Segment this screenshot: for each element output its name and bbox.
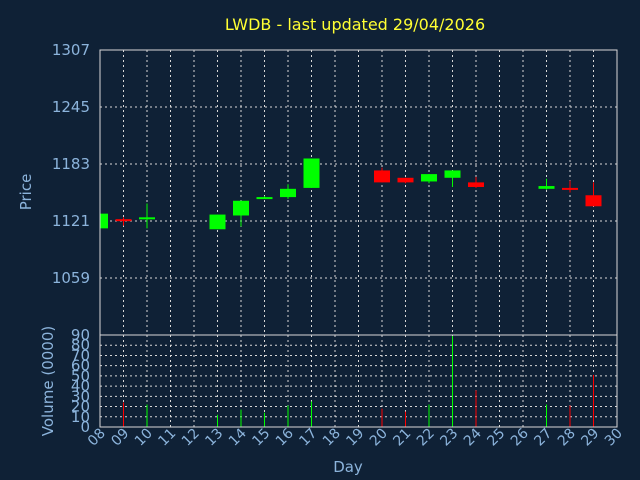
candle-body <box>303 158 320 188</box>
price-grid <box>100 50 617 335</box>
price-axis-label: Price <box>17 174 35 211</box>
volume-tick-label: 50 <box>71 367 90 385</box>
candle-body <box>468 182 484 187</box>
day-tick-label: 29 <box>578 426 602 450</box>
candle-body <box>209 214 226 230</box>
day-tick-label: 17 <box>296 426 320 450</box>
day-tick-label: 11 <box>155 426 179 450</box>
volume-tick-label: 70 <box>71 346 90 364</box>
day-tick-label: 26 <box>508 425 532 449</box>
candles <box>99 158 602 230</box>
day-tick-label: 16 <box>273 425 297 449</box>
day-tick-label: 21 <box>390 426 414 450</box>
volume-tick-label: 40 <box>71 377 90 395</box>
candle-body <box>280 188 296 198</box>
day-tick-label: 25 <box>484 426 508 450</box>
candle-body <box>256 197 273 200</box>
candle-body <box>115 219 132 222</box>
candle-body <box>374 170 390 183</box>
price-tick-label: 1183 <box>52 155 90 173</box>
price-ticks: 1307 1245 1183 1121 1059 <box>52 41 90 287</box>
price-tick-label: 1307 <box>52 41 90 59</box>
day-tick-label: 12 <box>179 426 203 450</box>
day-tick-label: 27 <box>531 426 555 450</box>
candle-body <box>538 186 555 189</box>
price-tick-label: 1245 <box>52 98 90 116</box>
candle-body <box>397 177 414 183</box>
volume-tick-label: 90 <box>71 326 90 344</box>
volume-tick-label: 30 <box>71 387 90 405</box>
day-tick-label: 13 <box>202 426 226 450</box>
volume-bars <box>123 336 594 427</box>
day-ticks: 08 09 10 11 12 13 14 15 16 17 18 19 20 21 22 23 24 25 26 27… <box>85 425 626 449</box>
volume-tick-label: 60 <box>71 357 90 375</box>
candle-body <box>100 213 108 229</box>
volume-panel-frame <box>99 334 618 428</box>
day-tick-label: 15 <box>249 426 273 450</box>
candle-body <box>139 217 155 220</box>
price-tick-label: 1059 <box>52 269 90 287</box>
day-axis-label: Day <box>333 458 363 476</box>
day-tick-label: 18 <box>320 426 344 450</box>
volume-axis-label: Volume (0000) <box>39 326 57 436</box>
volume-grid <box>100 335 617 427</box>
day-tick-label: 30 <box>602 426 626 450</box>
volume-tick-label: 80 <box>71 336 90 354</box>
candle-body <box>562 187 578 190</box>
volume-tick-label: 20 <box>71 398 90 416</box>
price-panel-frame <box>99 49 618 336</box>
day-tick-label: 22 <box>414 426 438 450</box>
candle-body <box>233 200 249 216</box>
day-tick-label: 09 <box>108 426 132 450</box>
candle-body <box>444 170 461 178</box>
day-tick-label: 28 <box>555 426 579 450</box>
price-tick-label: 1121 <box>52 212 90 230</box>
chart-title: LWDB - last updated 29/04/2026 <box>225 15 485 34</box>
candle-body <box>421 174 437 182</box>
day-tick-label: 10 <box>132 426 156 450</box>
day-tick-label: 14 <box>226 425 250 449</box>
candle-body <box>585 195 602 207</box>
volume-tick-label: 0 <box>80 418 90 436</box>
day-tick-label: 20 <box>367 426 391 450</box>
volume-tick-label: 10 <box>71 408 90 426</box>
day-tick-label: 23 <box>437 426 461 450</box>
day-tick-label: 19 <box>343 426 367 450</box>
day-tick-label: 24 <box>461 425 485 449</box>
